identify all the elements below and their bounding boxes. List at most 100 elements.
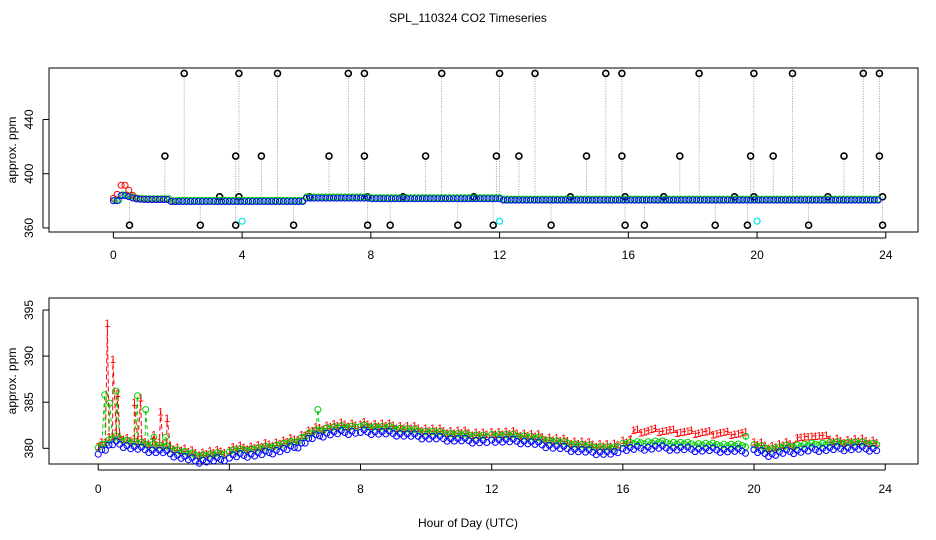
top-blue-point: [623, 196, 631, 204]
top-blue-point: [515, 196, 523, 204]
bottom-series-blue-point: [531, 440, 539, 448]
bottom-series-1-marker: 1: [120, 434, 126, 446]
bottom-series-1-marker: 1: [590, 439, 596, 451]
bottom-series-2-point: [677, 438, 685, 446]
bottom-series-blue-point: [567, 448, 575, 455]
bottom-series-1-marker: 1: [503, 426, 509, 438]
top-blue-point: [527, 196, 534, 204]
bottom-series-blue-point: [844, 444, 852, 452]
top-y-tick-label: 440: [22, 109, 36, 129]
bottom-series-2-point: [801, 440, 808, 448]
top-spike-point: [386, 221, 395, 229]
bottom-series-1-marker: 1: [401, 423, 407, 435]
bottom-series-1-marker: 1: [149, 437, 155, 449]
top-panel: 0 4 8 12 16 20 24 360 400 440 approx. ppm: [5, 67, 919, 262]
top-spike-point: [231, 221, 240, 229]
top-blue-point: [453, 195, 461, 203]
bottom-series-1-marker: 1: [244, 444, 250, 456]
top-blue-point: [229, 198, 237, 205]
bottom-series-1-marker: 1: [324, 420, 330, 432]
bottom-series-blue-point: [119, 444, 127, 451]
bottom-series-1-marker: 1: [755, 439, 761, 451]
top-blue-point: [577, 196, 585, 204]
bottom-series-1-marker: 1: [131, 433, 137, 445]
bottom-series-1-marker: 1: [645, 425, 651, 437]
top-blue-point: [739, 196, 747, 204]
top-blue-point: [279, 198, 287, 205]
top-blue-point: [492, 195, 500, 203]
bottom-series-1-marker: 1: [331, 418, 337, 430]
top-blue-point: [751, 196, 758, 204]
bottom-series-blue-point: [574, 448, 582, 456]
top-blue-point: [847, 196, 855, 204]
top-blue-point: [708, 196, 716, 204]
top-blue-point: [275, 198, 283, 205]
bottom-series-1-marker: 1: [489, 427, 495, 439]
bottom-series-1-marker: 1: [207, 446, 213, 458]
top-spike-point: [547, 221, 555, 229]
top-blue-point: [681, 196, 689, 204]
bottom-series-1-marker: 1: [773, 442, 779, 454]
top-spike-point: [746, 152, 755, 160]
bottom-series-1-marker: 1: [117, 431, 123, 443]
bottom-series-blue-point: [352, 429, 360, 437]
bottom-series-blue-point: [734, 445, 742, 453]
bottom-series-blue-point: [280, 444, 287, 452]
top-x-tick-label: 16: [622, 248, 636, 262]
top-spike-point: [531, 69, 539, 78]
bottom-series-blue-point: [801, 445, 808, 453]
bottom-series-blue-point: [247, 450, 255, 458]
bottom-series-blue-point: [793, 446, 801, 454]
top-spike-point: [582, 152, 591, 160]
bottom-series-blue-point: [305, 434, 313, 442]
top-spike-point: [492, 152, 501, 160]
bottom-series-2-point: [560, 438, 568, 445]
top-blue-point: [832, 196, 840, 204]
top-blue-point: [418, 195, 426, 203]
top-blue-point: [870, 196, 878, 204]
bottom-series-1-marker: 1: [353, 420, 359, 432]
top-blue-point: [291, 198, 299, 205]
bottom-series-2-point: [213, 449, 221, 457]
bottom-series-blue-point: [479, 436, 487, 444]
top-blue-point: [345, 194, 353, 202]
top-spike-point: [804, 221, 813, 229]
bottom-series-blue-point: [258, 451, 266, 459]
top-plot-frame: [48, 67, 919, 233]
bottom-series-2-point: [411, 425, 419, 433]
top-x-tick-label: 8: [368, 248, 375, 262]
bottom-series-2-point: [783, 441, 790, 449]
bottom-series-2-point: [134, 392, 141, 400]
bottom-series-2-point: [571, 440, 579, 448]
bottom-series-1-marker: 1: [532, 431, 538, 443]
bottom-series-2-point: [199, 451, 207, 459]
bottom-series-1-marker: 1: [160, 439, 166, 451]
bottom-series-1-marker: 1: [138, 393, 144, 405]
bottom-series-2-point: [545, 436, 553, 444]
top-x-tick-label: 0: [110, 248, 117, 262]
bottom-series-1-marker: 1: [430, 423, 436, 435]
top-spike-point: [344, 69, 353, 78]
top-blue-point: [754, 196, 762, 204]
top-blue-point: [500, 196, 507, 204]
bottom-series-blue-point: [720, 446, 728, 453]
bottom-series-2-point: [472, 431, 480, 439]
bottom-series-1-marker: 1: [507, 429, 513, 441]
top-blue-point: [554, 196, 561, 204]
bottom-series-1-marker: 1: [379, 418, 385, 430]
bottom-series-blue-point: [360, 426, 368, 434]
top-blue-point: [287, 198, 295, 205]
bottom-series-2-point: [105, 436, 113, 444]
bottom-series-1-marker: 1: [316, 423, 322, 435]
bottom-series-1-marker: 1: [178, 445, 184, 457]
top-blue-point: [612, 196, 619, 204]
bottom-series-1-marker: 1: [193, 448, 199, 460]
bottom-series-1-marker: 1: [812, 431, 818, 443]
bottom-series-1-marker: 1: [554, 433, 560, 445]
top-blue-point: [731, 196, 739, 204]
bottom-series-2-point: [684, 438, 692, 446]
bottom-series-2-point: [819, 439, 827, 447]
bottom-series-1-marker: 1: [171, 444, 177, 456]
top-blue-point: [519, 196, 527, 204]
top-blue-point: [596, 196, 604, 204]
